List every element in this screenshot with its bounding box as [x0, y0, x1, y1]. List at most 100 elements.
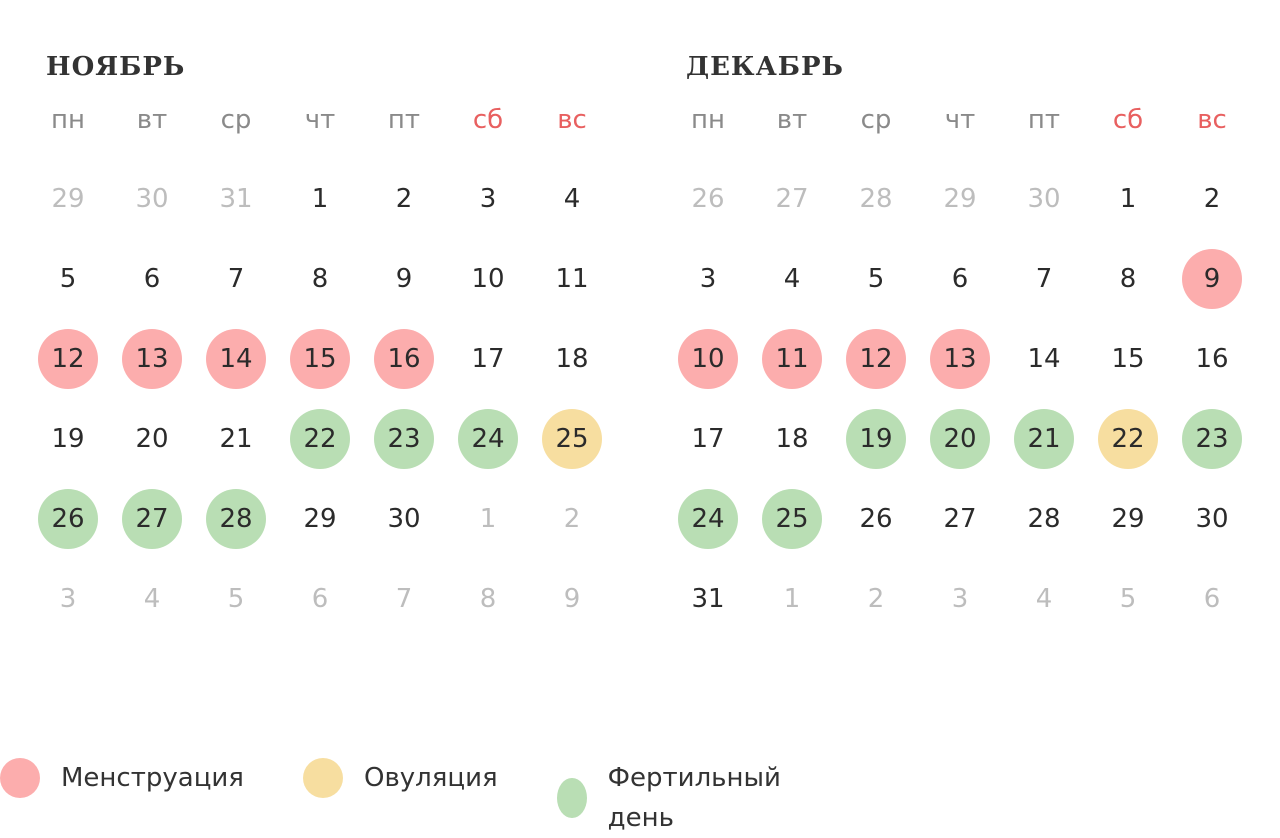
day-outside-month[interactable]: 29: [943, 184, 977, 214]
day-menstruation[interactable]: 16: [374, 329, 434, 389]
day-menstruation[interactable]: 13: [122, 329, 182, 389]
day-cell[interactable]: 3: [446, 159, 530, 239]
day-outside-month[interactable]: 28: [859, 184, 893, 214]
day[interactable]: 18: [555, 344, 589, 374]
day-cell[interactable]: 1: [1086, 159, 1170, 239]
day-cell[interactable]: 7: [362, 559, 446, 639]
day[interactable]: 1: [1119, 184, 1137, 214]
day-cell[interactable]: 10: [446, 239, 530, 319]
day-outside-month[interactable]: 3: [951, 584, 969, 614]
day-cell[interactable]: 5: [26, 239, 110, 319]
day-cell[interactable]: 5: [834, 239, 918, 319]
day-cell[interactable]: 26: [834, 479, 918, 559]
day-cell[interactable]: 5: [1086, 559, 1170, 639]
day-outside-month[interactable]: 30: [1027, 184, 1061, 214]
day[interactable]: 30: [387, 504, 421, 534]
day[interactable]: 5: [867, 264, 885, 294]
day-outside-month[interactable]: 2: [563, 504, 581, 534]
day[interactable]: 29: [303, 504, 337, 534]
day[interactable]: 3: [479, 184, 497, 214]
day[interactable]: 19: [51, 424, 85, 454]
day-cell[interactable]: 30: [110, 159, 194, 239]
day[interactable]: 14: [1027, 344, 1061, 374]
day-cell[interactable]: 14: [1002, 319, 1086, 399]
day[interactable]: 27: [943, 504, 977, 534]
day-cell[interactable]: 16: [362, 319, 446, 399]
day-menstruation[interactable]: 15: [290, 329, 350, 389]
day[interactable]: 28: [1027, 504, 1061, 534]
day-menstruation[interactable]: 11: [762, 329, 822, 389]
day[interactable]: 11: [555, 264, 589, 294]
day-cell[interactable]: 15: [278, 319, 362, 399]
day[interactable]: 20: [135, 424, 169, 454]
day-cell[interactable]: 6: [110, 239, 194, 319]
day-cell[interactable]: 13: [918, 319, 1002, 399]
day-cell[interactable]: 23: [362, 399, 446, 479]
day-cell[interactable]: 28: [834, 159, 918, 239]
day-outside-month[interactable]: 1: [783, 584, 801, 614]
day-cell[interactable]: 31: [666, 559, 750, 639]
day-cell[interactable]: 24: [666, 479, 750, 559]
day-cell[interactable]: 2: [1170, 159, 1254, 239]
day-fertile[interactable]: 23: [1182, 409, 1242, 469]
day-cell[interactable]: 25: [750, 479, 834, 559]
day[interactable]: 4: [783, 264, 801, 294]
day-cell[interactable]: 8: [1086, 239, 1170, 319]
day-fertile[interactable]: 24: [678, 489, 738, 549]
day-cell[interactable]: 1: [278, 159, 362, 239]
day-cell[interactable]: 20: [918, 399, 1002, 479]
day-fertile[interactable]: 22: [290, 409, 350, 469]
day-ovulation[interactable]: 25: [542, 409, 602, 469]
day-outside-month[interactable]: 2: [867, 584, 885, 614]
day-cell[interactable]: 26: [666, 159, 750, 239]
day-cell[interactable]: 4: [750, 239, 834, 319]
day-cell[interactable]: 30: [1002, 159, 1086, 239]
day-cell[interactable]: 30: [1170, 479, 1254, 559]
day-fertile[interactable]: 23: [374, 409, 434, 469]
day[interactable]: 18: [775, 424, 809, 454]
day-menstruation[interactable]: 10: [678, 329, 738, 389]
day-menstruation[interactable]: 12: [38, 329, 98, 389]
day[interactable]: 2: [1203, 184, 1221, 214]
day-outside-month[interactable]: 7: [395, 584, 413, 614]
day-cell[interactable]: 8: [278, 239, 362, 319]
day-fertile[interactable]: 19: [846, 409, 906, 469]
day[interactable]: 5: [59, 264, 77, 294]
day-outside-month[interactable]: 6: [311, 584, 329, 614]
day-cell[interactable]: 11: [750, 319, 834, 399]
day-cell[interactable]: 2: [530, 479, 614, 559]
day-cell[interactable]: 7: [194, 239, 278, 319]
day[interactable]: 4: [563, 184, 581, 214]
day[interactable]: 8: [1119, 264, 1137, 294]
day-cell[interactable]: 17: [666, 399, 750, 479]
day-cell[interactable]: 4: [1002, 559, 1086, 639]
day-menstruation[interactable]: 13: [930, 329, 990, 389]
day-outside-month[interactable]: 26: [691, 184, 725, 214]
day-fertile[interactable]: 28: [206, 489, 266, 549]
day-cell[interactable]: 28: [1002, 479, 1086, 559]
day-cell[interactable]: 27: [918, 479, 1002, 559]
day-cell[interactable]: 16: [1170, 319, 1254, 399]
day-fertile[interactable]: 27: [122, 489, 182, 549]
day-cell[interactable]: 29: [26, 159, 110, 239]
day[interactable]: 8: [311, 264, 329, 294]
day-outside-month[interactable]: 4: [1035, 584, 1053, 614]
day-cell[interactable]: 2: [362, 159, 446, 239]
day-cell[interactable]: 1: [750, 559, 834, 639]
day-outside-month[interactable]: 29: [51, 184, 85, 214]
day-cell[interactable]: 29: [1086, 479, 1170, 559]
day-outside-month[interactable]: 3: [59, 584, 77, 614]
day[interactable]: 17: [471, 344, 505, 374]
day-cell[interactable]: 11: [530, 239, 614, 319]
day[interactable]: 15: [1111, 344, 1145, 374]
day-cell[interactable]: 20: [110, 399, 194, 479]
day-outside-month[interactable]: 1: [479, 504, 497, 534]
day-cell[interactable]: 21: [194, 399, 278, 479]
day[interactable]: 17: [691, 424, 725, 454]
day[interactable]: 26: [859, 504, 893, 534]
day-cell[interactable]: 3: [918, 559, 1002, 639]
day-cell[interactable]: 7: [1002, 239, 1086, 319]
day[interactable]: 7: [1035, 264, 1053, 294]
day-cell[interactable]: 22: [278, 399, 362, 479]
day[interactable]: 16: [1195, 344, 1229, 374]
